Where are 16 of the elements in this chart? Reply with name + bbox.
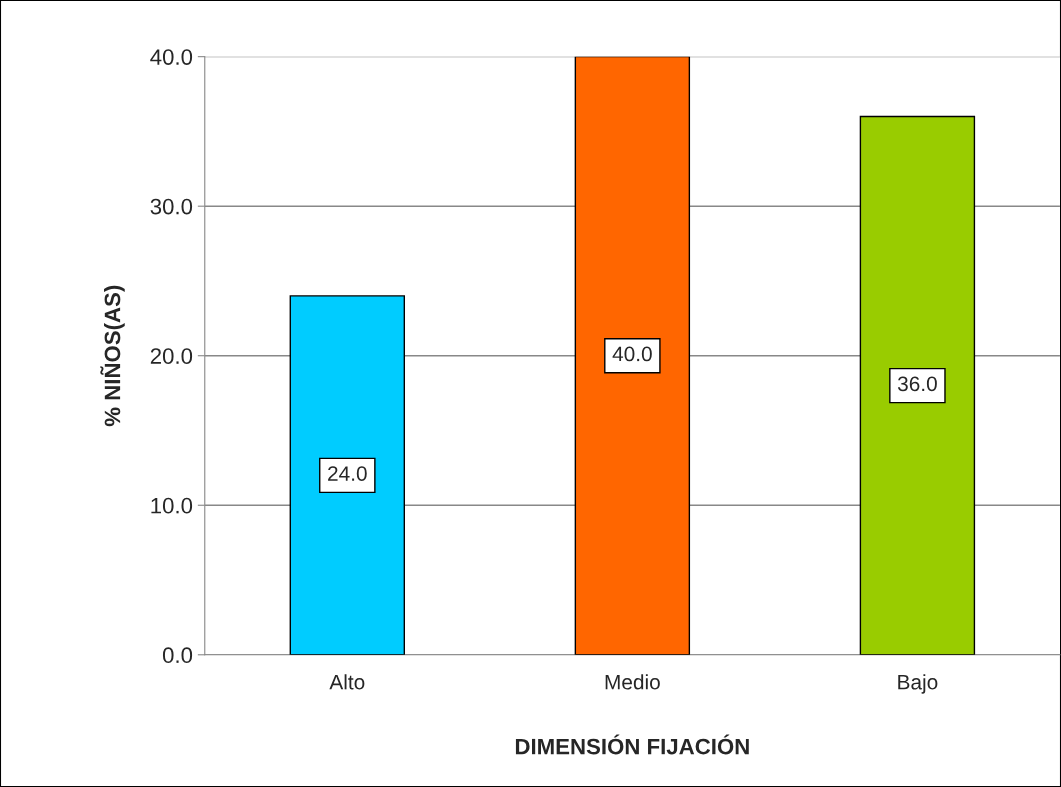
y-tick-label: 0.0	[162, 647, 193, 664]
x-tick-label: Alto	[329, 674, 365, 690]
x-axis-title: DIMENSIÓN FIJACIÓN	[515, 734, 749, 755]
y-axis-title: % NIÑOS(AS)	[100, 285, 125, 427]
y-tick-label: 30.0	[150, 198, 193, 215]
bar	[289, 295, 406, 655]
y-tick-label: 20.0	[150, 348, 193, 364]
x-tick-label: Bajo	[898, 674, 938, 694]
data-label: 24.0	[328, 466, 367, 481]
y-tick-label: 40.0	[150, 49, 193, 65]
data-label: 36.0	[897, 376, 937, 392]
data-label: 40.0	[612, 346, 652, 362]
bar	[859, 115, 976, 655]
x-tick-label: Medio	[605, 674, 660, 690]
bar	[574, 56, 691, 655]
y-tick-label: 10.0	[151, 497, 193, 514]
